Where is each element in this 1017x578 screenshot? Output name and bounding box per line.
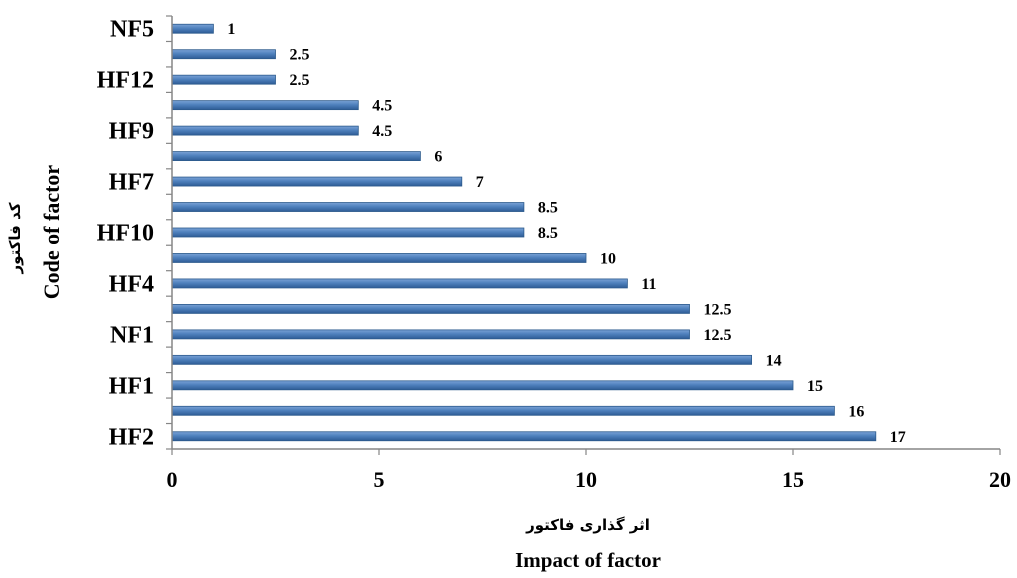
bar (171, 176, 463, 187)
category-labels: HF2 HF1 NF1 HF4 HF10 HF7 HF9 HF12 NF5 (97, 17, 154, 451)
bar (171, 329, 690, 340)
category-label: HF12 (97, 68, 154, 94)
data-label: 8.5 (538, 225, 558, 242)
bar (171, 405, 835, 416)
category-label: HF9 (109, 119, 154, 145)
data-label: 1 (227, 21, 235, 38)
x-tick-label: 10 (575, 467, 597, 492)
y-axis-title-persian: کد فاکتور (6, 202, 24, 274)
data-label: 16 (848, 403, 864, 420)
data-label: 8.5 (538, 200, 558, 217)
x-tick-labels: 0 5 10 15 20 (167, 467, 1012, 492)
data-label: 14 (766, 352, 782, 369)
x-tick-label: 5 (374, 467, 385, 492)
data-label: 2.5 (290, 47, 310, 64)
bar (171, 278, 628, 289)
data-label: 6 (434, 149, 442, 166)
bar (171, 202, 525, 212)
bar (171, 49, 276, 60)
data-label: 4.5 (372, 98, 392, 115)
data-label: 7 (476, 174, 484, 191)
bar (171, 380, 794, 391)
data-label: 12.5 (704, 327, 732, 344)
bar (171, 431, 877, 442)
x-tick-label: 15 (782, 467, 804, 492)
category-label: NF1 (110, 322, 154, 348)
category-label: HF1 (109, 373, 154, 399)
data-label: 4.5 (372, 123, 392, 140)
bar (171, 125, 359, 136)
category-label: HF10 (97, 221, 154, 247)
x-tick-label: 20 (989, 467, 1011, 492)
data-label: 15 (807, 378, 823, 395)
bar (171, 253, 587, 263)
x-axis-title-persian: اثر گذاری فاکتور (525, 516, 650, 534)
data-label: 2.5 (290, 72, 310, 89)
x-tick-label: 0 (167, 467, 178, 492)
x-axis-title: Impact of factor (515, 548, 661, 572)
data-label: 11 (641, 276, 656, 293)
data-label: 10 (600, 250, 616, 267)
bar (171, 74, 276, 85)
data-label: 17 (890, 429, 906, 446)
bar (171, 23, 214, 34)
data-labels: 17 16 15 14 12.5 12.5 11 10 8.5 8.5 7 6 4.5 4.5 2.5 2.5… (227, 21, 905, 446)
bar (171, 227, 525, 238)
y-axis-title: Code of factor (39, 165, 64, 300)
bar (171, 304, 690, 314)
axes (166, 15, 1001, 455)
category-label: HF7 (109, 170, 154, 196)
category-label: HF4 (109, 271, 154, 297)
bar (171, 354, 752, 365)
bar (171, 151, 421, 161)
plot-area (171, 23, 877, 442)
data-label: 12.5 (704, 301, 732, 318)
bar (171, 100, 359, 111)
category-label: HF2 (109, 424, 154, 450)
category-label: NF5 (110, 17, 154, 43)
